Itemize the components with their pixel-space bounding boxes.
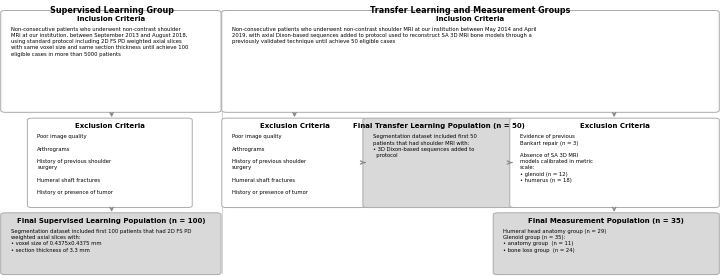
Text: Evidence of previous
Bankart repair (n = 3)

Absence of SA 3D MRI
models calibra: Evidence of previous Bankart repair (n =… (520, 134, 593, 183)
Text: Final Transfer Learning Population (n = 50): Final Transfer Learning Population (n = … (353, 123, 524, 129)
Text: Poor image quality

Arthrograms

History of previous shoulder
surgery

Humeral s: Poor image quality Arthrograms History o… (37, 134, 114, 195)
Text: Exclusion Criteria: Exclusion Criteria (75, 123, 145, 129)
FancyBboxPatch shape (27, 118, 192, 208)
Text: Inclusion Criteria: Inclusion Criteria (77, 16, 145, 22)
FancyBboxPatch shape (510, 118, 719, 208)
Text: Supervised Learning Group: Supervised Learning Group (50, 6, 174, 15)
Text: Final Supervised Learning Population (n = 100): Final Supervised Learning Population (n … (17, 218, 205, 224)
Text: Non-consecutive patients who underwent non-contrast shoulder MRI at our institut: Non-consecutive patients who underwent n… (232, 27, 536, 44)
FancyBboxPatch shape (222, 10, 719, 112)
Text: Transfer Learning and Measurement Groups: Transfer Learning and Measurement Groups (370, 6, 570, 15)
FancyBboxPatch shape (363, 118, 514, 208)
Text: Final Measurement Population (n = 35): Final Measurement Population (n = 35) (528, 218, 684, 224)
Text: Non-consecutive patients who underwent non-contrast shoulder
MRI at our institut: Non-consecutive patients who underwent n… (11, 27, 188, 57)
FancyBboxPatch shape (1, 10, 221, 112)
Text: Humeral head anatomy group (n = 29)
Glenoid group (n = 35):
• anatomy group  (n : Humeral head anatomy group (n = 29) Glen… (503, 229, 607, 253)
Text: Poor image quality

Arthrograms

History of previous shoulder
surgery

Humeral s: Poor image quality Arthrograms History o… (232, 134, 308, 195)
FancyBboxPatch shape (1, 213, 221, 275)
Text: Exclusion Criteria: Exclusion Criteria (580, 123, 649, 129)
Text: Inclusion Criteria: Inclusion Criteria (436, 16, 505, 22)
Text: Segmentation dataset included first 100 patients that had 2D FS PD
weighted axia: Segmentation dataset included first 100 … (11, 229, 192, 253)
Text: Segmentation dataset included first 50
patients that had shoulder MRI with:
• 3D: Segmentation dataset included first 50 p… (373, 134, 477, 158)
FancyBboxPatch shape (493, 213, 719, 275)
FancyBboxPatch shape (222, 118, 367, 208)
Text: Exclusion Criteria: Exclusion Criteria (259, 123, 330, 129)
